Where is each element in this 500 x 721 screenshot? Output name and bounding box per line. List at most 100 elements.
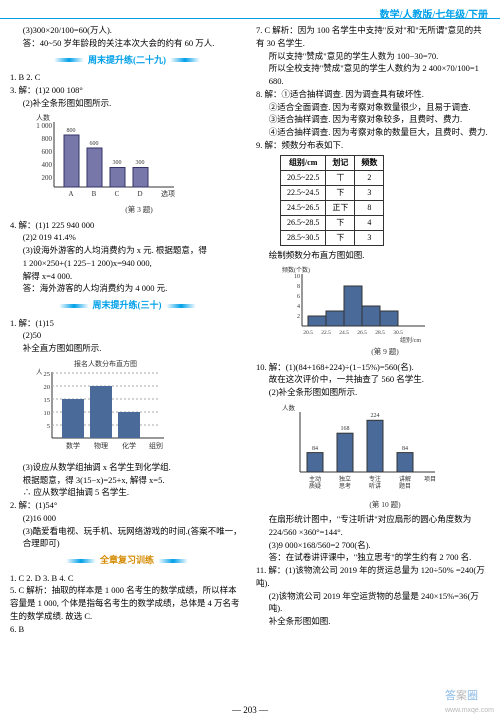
svg-text:组别: 组别 (149, 441, 163, 450)
chart-9: 频数(个数) 24 68 10 20.522.5 (280, 264, 490, 357)
svg-text:题目: 题目 (399, 483, 411, 490)
section-gold-title: 全章复习训练 (10, 554, 244, 568)
section-30-title: 周末提升练(三十) (10, 299, 244, 313)
q4b: (2)2 019 41.4% (10, 231, 244, 244)
svg-text:物理: 物理 (94, 441, 108, 450)
svg-text:专注: 专注 (369, 475, 381, 483)
q-top-b: 答：40~50 岁年龄段的关注本次大会的约有 60 万人. (10, 37, 244, 50)
q1b: 1. 解：(1)15 (10, 317, 244, 330)
svg-text:化学: 化学 (122, 441, 136, 450)
q1c: (2)50 (10, 329, 244, 342)
td: 2 (355, 170, 384, 185)
svg-text:600: 600 (42, 148, 53, 156)
q11c: 补全条形图如图. (256, 615, 490, 628)
td: 正下 (326, 200, 355, 215)
q7c: 所以全校支持"赞成"意见的学生人数约为 2 400×70/100=1 680. (256, 62, 490, 88)
svg-text:22.5: 22.5 (321, 330, 331, 336)
chart-3-cap: (第 3 题) (34, 204, 244, 215)
wm-url: www.mxqe.com (445, 707, 494, 714)
svg-text:400: 400 (42, 161, 53, 169)
svg-text:频数(个数): 频数(个数) (282, 266, 310, 274)
td: 3 (355, 230, 384, 245)
th: 划记 (326, 155, 355, 170)
svg-text:84: 84 (402, 446, 408, 452)
table-9: 组别/cm 划记 频数 20.5~22.5丅2 22.5~24.5下3 24.5… (280, 155, 384, 246)
q2c: (3)酷爱看电视、玩手机、玩网络游戏的时间.(答案不唯一，合理即可) (10, 525, 244, 551)
svg-text:独立: 独立 (339, 475, 351, 483)
q2b: (2)16 000 (10, 512, 244, 525)
q3b: (2)补全条形图如图所示. (10, 97, 244, 110)
chart-10-cap: (第 10 题) (280, 499, 490, 510)
svg-text:25: 25 (44, 371, 51, 378)
svg-text:224: 224 (371, 413, 380, 419)
q1g: ∴ 应从数学组抽调 5 名学生. (10, 486, 244, 499)
q1e: (3)设应从数学组抽调 x 名学生到化学组. (10, 461, 244, 474)
q10d: 在扇形统计图中，"专注听讲"对应扇形的圆心角度数为 224/560 ×360°=… (256, 513, 490, 539)
q11b: (2)该物流公司 2019 年空运货物的总量是 240×15%=36(万吨). (256, 590, 490, 616)
q6: 6. B (10, 623, 244, 636)
td: 下 (326, 230, 355, 245)
svg-text:人数: 人数 (36, 113, 50, 122)
svg-text:数学: 数学 (66, 441, 80, 450)
svg-text:300: 300 (113, 160, 122, 166)
td: 下 (326, 215, 355, 230)
td: 28.5~30.5 (281, 230, 326, 245)
page-number: — 203 — (0, 705, 500, 715)
svg-text:1 000: 1 000 (36, 122, 52, 130)
svg-text:主动: 主动 (309, 475, 321, 483)
svg-text:300: 300 (136, 160, 145, 166)
svg-text:84: 84 (312, 446, 318, 452)
q8a: 8. 解：①适合抽样调查. 因为调查具有破坏性. (256, 88, 490, 101)
svg-text:8: 8 (297, 284, 300, 290)
svg-text:168: 168 (341, 426, 350, 432)
td: 下 (326, 185, 355, 200)
td: 丅 (326, 170, 355, 185)
section-29-title: 周末提升练(二十九) (10, 54, 244, 68)
svg-text:质疑: 质疑 (309, 482, 321, 490)
svg-text:26.5: 26.5 (357, 330, 367, 336)
chart-hist: 报名人数分布直方图 人 510 1520 25 (34, 358, 244, 458)
svg-text:200: 200 (42, 174, 53, 182)
q4c: (3)设海外游客的人均消费约为 x 元. 根据题意，得 (10, 244, 244, 257)
svg-text:20: 20 (44, 384, 51, 391)
td: 22.5~24.5 (281, 185, 326, 200)
q8b: ②适合全面调查. 因为考察对象数量很少，且易于调查. (256, 101, 490, 114)
q9a: 9. 解：频数分布表如下. (256, 139, 490, 152)
watermark: 答案圈 www.mxqe.com (445, 687, 494, 715)
q8c: ③适合抽样调查. 因为考察对象较多，且费时、费力. (256, 113, 490, 126)
q-gold1: 1. C 2. D 3. B 4. C (10, 572, 244, 585)
q10a: 10. 解：(1)(84+168+224)÷(1−15%)=560(名). (256, 361, 490, 374)
q3a: 3. 解：(1)2 000 108° (10, 84, 244, 97)
svg-text:20.5: 20.5 (303, 330, 313, 336)
svg-text:人数: 人数 (282, 403, 296, 412)
q9b: 绘制频数分布直方图如图. (256, 249, 490, 262)
q4a: 4. 解：(1)1 225 940 000 (10, 219, 244, 232)
svg-text:B: B (92, 190, 97, 198)
td: 24.5~26.5 (281, 200, 326, 215)
svg-text:5: 5 (47, 423, 50, 430)
svg-text:10: 10 (44, 410, 51, 417)
svg-text:组别/cm: 组别/cm (400, 336, 421, 344)
q7b: 所以支持"赞成"意见的学生人数为 100−30=70. (256, 50, 490, 63)
svg-text:6: 6 (297, 294, 300, 300)
wm-b: 圈 (467, 690, 478, 702)
right-column: 7. C 解析：因为 100 名学生中支持"反对"和"无所谓"意见的共有 30 … (256, 24, 490, 635)
svg-text:C: C (115, 190, 120, 198)
q11a: 11. 解：(1)该物流公司 2019 年的货运总量为 120÷50% =240… (256, 564, 490, 590)
wm-mid: 案 (456, 690, 467, 702)
svg-text:15: 15 (44, 397, 51, 404)
td: 20.5~22.5 (281, 170, 326, 185)
q10b: 故在这次评价中，一共抽查了 560 名学生. (256, 373, 490, 386)
svg-text:800: 800 (67, 128, 76, 134)
svg-text:D: D (137, 190, 142, 198)
svg-text:听讲: 听讲 (369, 482, 381, 490)
chart-9-cap: (第 9 题) (280, 346, 490, 357)
q7a: 7. C 解析：因为 100 名学生中支持"反对"和"无所谓"意见的共有 30 … (256, 24, 490, 50)
svg-text:选项: 选项 (161, 189, 175, 198)
svg-text:600: 600 (90, 141, 99, 147)
q-top-a: (3)300×20/100=60(万人). (10, 24, 244, 37)
svg-text:思考: 思考 (339, 482, 351, 490)
q10e: (3)9 000×168/560=2 700(名). (256, 539, 490, 552)
svg-text:10: 10 (294, 274, 300, 280)
svg-text:讲解: 讲解 (399, 475, 411, 483)
